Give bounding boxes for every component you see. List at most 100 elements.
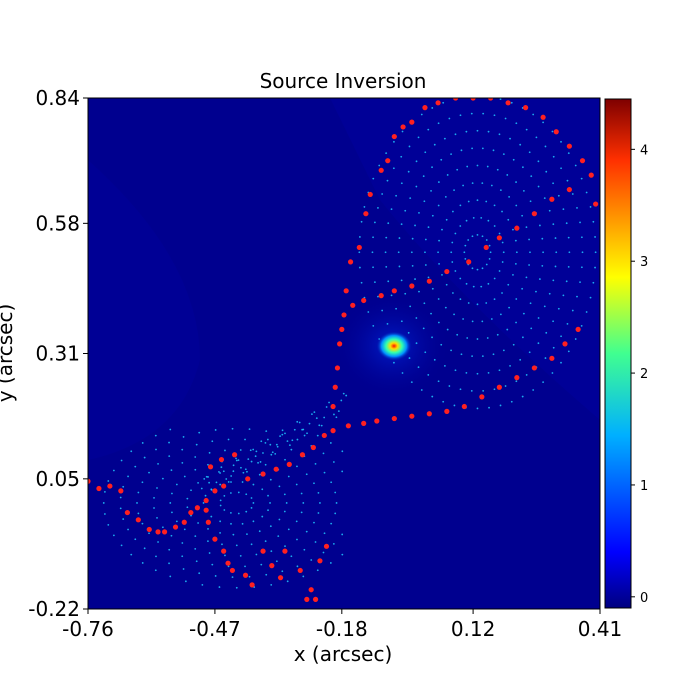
- mesh-point: [427, 276, 430, 279]
- mesh-point: [291, 439, 294, 442]
- data-point: [203, 497, 209, 504]
- mesh-point: [136, 502, 138, 504]
- mesh-point: [459, 277, 462, 280]
- mesh-point: [589, 296, 592, 299]
- mesh-point: [220, 466, 223, 469]
- mesh-point: [227, 438, 230, 441]
- mesh-point: [148, 471, 150, 474]
- mesh-point: [445, 283, 448, 286]
- mesh-point: [440, 343, 443, 346]
- data-point: [212, 488, 218, 494]
- mesh-point: [341, 450, 344, 453]
- mesh-point: [464, 244, 467, 247]
- mesh-point: [515, 181, 517, 183]
- data-point: [487, 98, 494, 101]
- mesh-point: [241, 522, 244, 525]
- mesh-point: [476, 407, 479, 410]
- mesh-point: [580, 266, 583, 269]
- mesh-point: [431, 336, 433, 339]
- data-point: [242, 572, 249, 578]
- mesh-point: [521, 166, 524, 169]
- mesh-point: [232, 533, 235, 536]
- mesh-point: [538, 278, 541, 280]
- mesh-point: [194, 456, 197, 458]
- mesh-point: [170, 469, 173, 472]
- mesh-point: [470, 389, 473, 392]
- mesh-point: [401, 372, 404, 374]
- data-point: [466, 259, 472, 265]
- mesh-point: [465, 130, 468, 133]
- mesh-point: [415, 342, 418, 345]
- data-point: [341, 312, 347, 318]
- mesh-point: [514, 239, 517, 242]
- data-point: [231, 452, 238, 458]
- data-point: [579, 158, 586, 164]
- data-point: [553, 129, 559, 135]
- data-point: [221, 483, 227, 489]
- data-point: [332, 384, 338, 390]
- mesh-point: [467, 239, 470, 241]
- mesh-point: [316, 569, 319, 572]
- data-point: [470, 98, 476, 101]
- mesh-point: [448, 117, 451, 120]
- mesh-point: [392, 167, 395, 170]
- mesh-point: [490, 318, 493, 320]
- data-point: [225, 560, 231, 566]
- mesh-point: [525, 128, 528, 131]
- mesh-point: [450, 349, 452, 352]
- data-point: [96, 485, 102, 492]
- mesh-point: [235, 586, 238, 589]
- mesh-point: [480, 285, 483, 288]
- mesh-point: [103, 513, 106, 515]
- mesh-point: [300, 511, 303, 514]
- mesh-point: [507, 218, 510, 221]
- mesh-point: [313, 482, 315, 485]
- mesh-point: [452, 210, 454, 213]
- data-point: [483, 244, 489, 251]
- mesh-point: [471, 320, 474, 323]
- mesh-point: [589, 206, 592, 208]
- mesh-point: [496, 333, 499, 336]
- mesh-point: [498, 133, 501, 136]
- mesh-point: [437, 122, 440, 125]
- mesh-point: [594, 236, 596, 238]
- mesh-point: [264, 540, 267, 543]
- mesh-point: [565, 222, 568, 225]
- mesh-point: [437, 298, 440, 300]
- mesh-point: [207, 528, 209, 530]
- mesh-point: [323, 532, 326, 535]
- mesh-point: [560, 140, 562, 143]
- data-point: [330, 403, 336, 410]
- mesh-point: [510, 400, 513, 403]
- colorbar-tick-label: 4: [640, 143, 648, 158]
- mesh-point: [322, 452, 325, 455]
- mesh-point: [287, 528, 290, 531]
- mesh-point: [277, 535, 280, 538]
- mesh-point: [552, 155, 555, 158]
- mesh-point: [260, 563, 263, 566]
- mesh-point: [492, 353, 495, 356]
- mesh-point: [506, 328, 509, 331]
- mesh-point: [574, 338, 577, 340]
- mesh-point: [281, 570, 284, 573]
- mesh-point: [530, 175, 533, 178]
- mesh-point: [141, 481, 144, 484]
- mesh-point: [525, 226, 528, 229]
- mesh-point: [175, 520, 178, 523]
- mesh-point: [372, 236, 374, 239]
- mesh-point: [437, 321, 440, 324]
- x-tick-label: 0.12: [451, 617, 496, 641]
- mesh-point: [275, 560, 278, 563]
- mesh-point: [319, 502, 321, 504]
- mesh-point: [137, 491, 140, 494]
- mesh-point: [387, 280, 390, 283]
- mesh-point: [451, 241, 454, 244]
- image-points: [88, 98, 599, 602]
- data-point: [549, 196, 555, 202]
- data-point: [523, 105, 529, 111]
- mesh-point: [198, 431, 201, 434]
- mesh-point: [303, 548, 306, 551]
- mesh-point: [440, 158, 443, 161]
- mesh-point: [329, 442, 332, 444]
- mesh-point: [454, 270, 457, 272]
